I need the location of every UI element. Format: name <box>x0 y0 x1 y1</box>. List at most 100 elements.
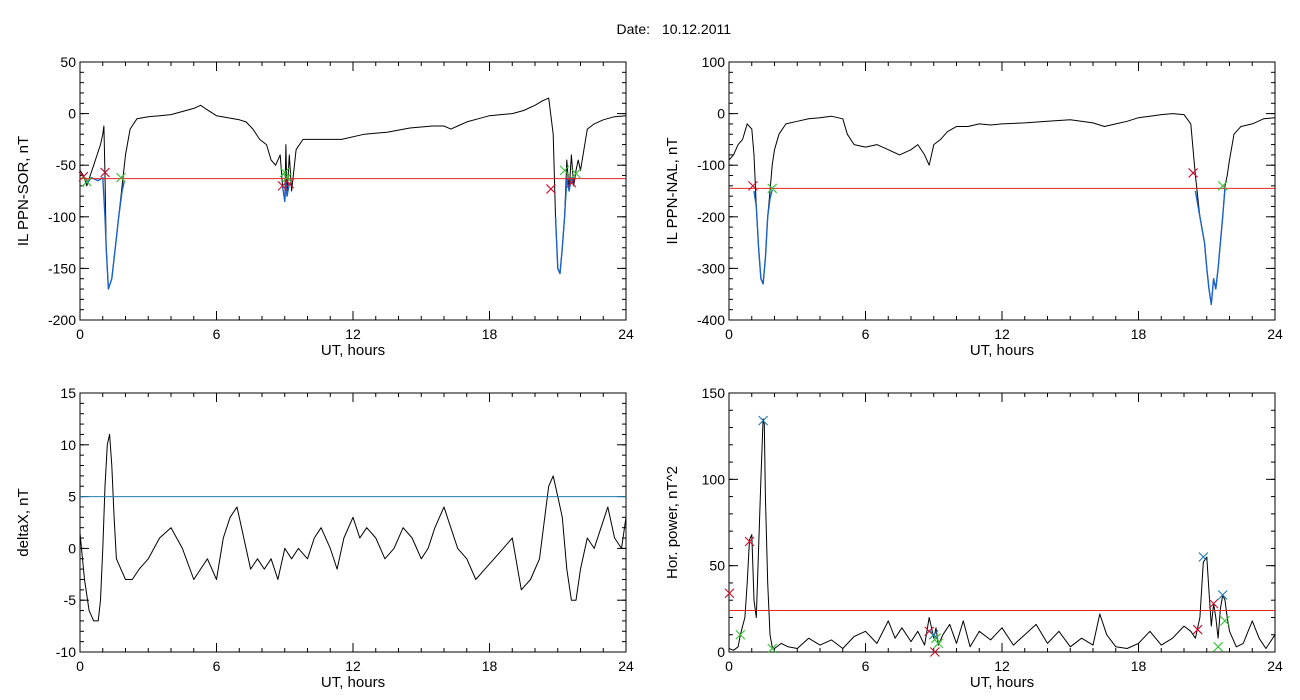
chart-sor: 0 6 12 18 24 50 0 -50 -100 -150 -200 UT, hours IL PP… <box>15 54 634 359</box>
y-axis-label: deltaX, nT <box>15 488 32 556</box>
event-marker <box>928 629 939 640</box>
event-marker <box>747 180 758 191</box>
event-marker <box>100 167 110 178</box>
x-tick-label: 24 <box>618 326 634 342</box>
plot-area <box>80 97 626 290</box>
y-tick-label: 5 <box>68 489 76 505</box>
event-marker <box>1208 598 1219 609</box>
x-tick-label: 12 <box>345 326 361 342</box>
interval-trace <box>1194 188 1226 306</box>
x-tick-label: 6 <box>213 658 221 674</box>
y-tick-label: 100 <box>702 471 726 487</box>
y-tick-label: -100 <box>48 209 76 225</box>
signal-trace <box>729 418 1275 651</box>
x-axis-label: UT, hours <box>321 674 385 691</box>
y-tick-label: -400 <box>697 312 725 328</box>
y-tick-label: 0 <box>68 106 76 122</box>
x-tick-label: 0 <box>76 326 84 342</box>
x-tick-label: 24 <box>1267 326 1283 342</box>
plot-area <box>80 433 626 622</box>
event-marker <box>284 178 295 189</box>
y-tick-label: -300 <box>697 260 725 276</box>
event-marker <box>1217 590 1228 600</box>
event-marker <box>81 176 92 187</box>
event-marker <box>1192 624 1203 635</box>
x-tick-label: 18 <box>1131 658 1147 674</box>
x-axis-label: UT, hours <box>970 674 1034 691</box>
y-tick-label: 100 <box>702 54 726 70</box>
plot-area <box>729 418 1275 651</box>
chart-nal: 0 6 12 18 24 100 0 -100 -200 -300 -400 UT, hours IL … <box>664 54 1283 359</box>
y-tick-label: -10 <box>56 644 76 660</box>
y-tick-label: -50 <box>56 157 76 173</box>
x-tick-label: 6 <box>862 326 870 342</box>
x-tick-label: 0 <box>76 658 84 674</box>
event-marker <box>1217 180 1228 191</box>
y-tick-label: 0 <box>717 106 725 122</box>
y-tick-label: 50 <box>60 54 76 70</box>
event-marker <box>78 171 89 182</box>
event-marker <box>933 638 944 649</box>
x-axis-label: UT, hours <box>321 342 385 359</box>
y-tick-label: 150 <box>702 385 726 401</box>
event-marker <box>1213 641 1224 652</box>
x-axis-label: UT, hours <box>970 342 1034 359</box>
event-marker <box>566 177 577 188</box>
signal-trace <box>729 113 1275 305</box>
event-marker <box>282 172 292 183</box>
figure-title-prefix: Date: <box>617 21 650 37</box>
y-axis-label: IL PPN-NAL, nT <box>664 138 681 245</box>
x-tick-label: 18 <box>1131 326 1147 342</box>
event-marker <box>277 180 288 191</box>
figure-title-date: 10.12.2011 <box>662 21 731 37</box>
x-tick-label: 0 <box>725 658 733 674</box>
interval-trace <box>281 179 290 203</box>
x-tick-label: 24 <box>1267 658 1283 674</box>
y-tick-label: 0 <box>717 644 725 660</box>
y-tick-label: -200 <box>48 312 76 328</box>
event-marker <box>724 588 735 599</box>
event-marker <box>1220 616 1230 626</box>
y-tick-label: 15 <box>60 385 76 401</box>
x-tick-label: 18 <box>482 326 498 342</box>
event-marker <box>571 168 581 179</box>
event-marker <box>758 415 769 426</box>
event-marker <box>1188 168 1198 178</box>
interval-trace <box>554 176 575 275</box>
plot-area <box>729 113 1275 306</box>
y-tick-label: -5 <box>64 592 77 608</box>
chart-power: 0 6 12 18 24 150 100 50 0 UT, hours Hor. power, nT… <box>664 385 1283 691</box>
signal-trace <box>80 433 626 622</box>
event-marker <box>767 643 778 654</box>
y-tick-label: 10 <box>60 437 76 453</box>
x-tick-label: 6 <box>213 326 221 342</box>
y-axis-label: IL PPN-SOR, nT <box>15 136 32 246</box>
signal-trace <box>80 97 626 290</box>
y-tick-label: 0 <box>68 540 76 556</box>
x-tick-label: 0 <box>725 326 733 342</box>
event-marker <box>929 647 940 657</box>
interval-trace <box>753 189 773 285</box>
x-tick-label: 12 <box>994 326 1010 342</box>
y-tick-label: -150 <box>48 260 76 276</box>
event-marker <box>546 184 556 194</box>
plot-frame <box>728 392 1276 653</box>
event-marker <box>744 536 755 547</box>
y-axis-label: Hor. power, nT^2 <box>664 466 681 579</box>
event-marker <box>559 165 570 176</box>
plot-frame <box>728 61 1276 321</box>
event-marker <box>767 183 778 194</box>
event-marker <box>116 172 126 183</box>
x-tick-label: 24 <box>618 658 634 674</box>
x-tick-label: 12 <box>994 658 1010 674</box>
chart-deltax: 0 6 12 18 24 15 10 5 0 -5 -10 UT, hours deltaX, nT <box>15 385 634 691</box>
x-tick-label: 18 <box>482 658 498 674</box>
event-marker <box>735 629 746 640</box>
x-tick-label: 12 <box>345 658 361 674</box>
y-tick-label: -200 <box>697 209 725 225</box>
x-tick-label: 6 <box>862 658 870 674</box>
y-tick-label: 50 <box>709 558 725 574</box>
interval-trace <box>86 176 126 290</box>
